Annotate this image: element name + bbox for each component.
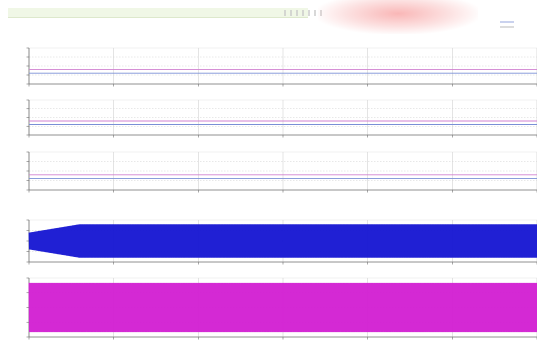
header-strip-dots <box>284 10 324 16</box>
plot-panel-2 <box>26 99 537 138</box>
series-line <box>28 224 537 258</box>
red-watermark-blob <box>318 0 478 34</box>
plot-panel-3 <box>26 151 537 193</box>
series-line <box>28 282 537 333</box>
plot-panel-5 <box>26 277 537 340</box>
plot-panel-1 <box>26 47 537 87</box>
plot-panels <box>26 47 537 340</box>
header-strip <box>8 8 308 18</box>
plot-panel-4 <box>26 219 537 265</box>
legend <box>500 21 514 28</box>
